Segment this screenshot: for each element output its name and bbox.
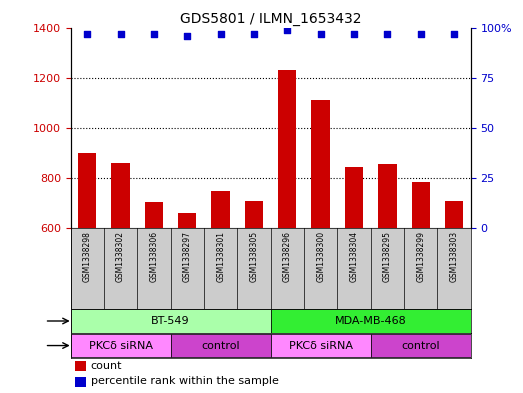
- Text: GSM1338297: GSM1338297: [183, 231, 192, 282]
- Point: [350, 30, 358, 37]
- Point: [183, 32, 191, 39]
- Bar: [445, 201, 463, 379]
- Point: [283, 26, 291, 33]
- Text: PKCδ siRNA: PKCδ siRNA: [289, 341, 353, 351]
- Point: [217, 30, 225, 37]
- Text: GSM1338302: GSM1338302: [116, 231, 125, 282]
- Text: GSM1338300: GSM1338300: [316, 231, 325, 282]
- Text: GSM1338304: GSM1338304: [349, 231, 358, 282]
- Bar: [71, 309, 271, 333]
- Text: GSM1338303: GSM1338303: [450, 231, 459, 282]
- Text: MDA-MB-468: MDA-MB-468: [335, 316, 406, 326]
- Bar: [75, 361, 86, 371]
- Point: [150, 30, 158, 37]
- Bar: [78, 153, 96, 379]
- Text: PKCδ siRNA: PKCδ siRNA: [88, 341, 153, 351]
- Bar: [412, 182, 430, 379]
- Text: control: control: [201, 341, 240, 351]
- Text: GSM1338295: GSM1338295: [383, 231, 392, 282]
- Point: [450, 30, 458, 37]
- Point: [416, 30, 425, 37]
- Text: GSM1338301: GSM1338301: [216, 231, 225, 282]
- Text: GSM1338299: GSM1338299: [416, 231, 425, 282]
- Text: GSM1338298: GSM1338298: [83, 231, 92, 282]
- Text: GSM1338306: GSM1338306: [150, 231, 158, 282]
- Bar: [245, 201, 263, 379]
- Text: percentile rank within the sample: percentile rank within the sample: [90, 376, 278, 386]
- Point: [250, 30, 258, 37]
- Bar: [75, 376, 86, 387]
- Bar: [170, 334, 271, 357]
- Bar: [271, 309, 471, 333]
- Text: GSM1338305: GSM1338305: [249, 231, 258, 282]
- Point: [117, 30, 125, 37]
- Bar: [371, 334, 471, 357]
- Point: [316, 30, 325, 37]
- Bar: [71, 334, 170, 357]
- Bar: [345, 167, 363, 379]
- Bar: [378, 164, 396, 379]
- Bar: [278, 70, 297, 379]
- Text: BT-549: BT-549: [151, 316, 190, 326]
- Bar: [111, 163, 130, 379]
- Point: [83, 30, 92, 37]
- Bar: [312, 100, 330, 379]
- Title: GDS5801 / ILMN_1653432: GDS5801 / ILMN_1653432: [180, 13, 361, 26]
- Text: control: control: [401, 341, 440, 351]
- Point: [383, 30, 392, 37]
- Bar: [271, 334, 371, 357]
- Text: count: count: [90, 361, 122, 371]
- Bar: [145, 202, 163, 379]
- Bar: [211, 191, 230, 379]
- Bar: [178, 213, 197, 379]
- Text: GSM1338296: GSM1338296: [283, 231, 292, 282]
